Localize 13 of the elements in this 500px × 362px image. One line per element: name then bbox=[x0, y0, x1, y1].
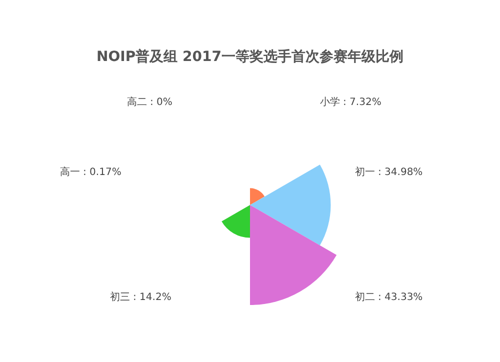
data-label: : 0% bbox=[150, 97, 172, 108]
data-label: : 43.33% bbox=[378, 292, 423, 303]
text: NOIP普及组 2017一等奖选手首次参赛年级比例 bbox=[96, 48, 404, 65]
category-label: 小学 bbox=[320, 96, 340, 108]
category-label: 高二 bbox=[127, 96, 147, 108]
category-label: 初二 bbox=[355, 291, 375, 303]
data-label: : 7.32% bbox=[343, 97, 382, 108]
data-label: : 14.2% bbox=[133, 292, 172, 303]
data-label: : 34.98% bbox=[378, 167, 423, 178]
category-label: 高一 bbox=[60, 166, 80, 178]
category-label: 初三 bbox=[110, 291, 130, 303]
data-label: : 0.17% bbox=[83, 167, 122, 178]
category-label: 初一 bbox=[355, 166, 375, 178]
